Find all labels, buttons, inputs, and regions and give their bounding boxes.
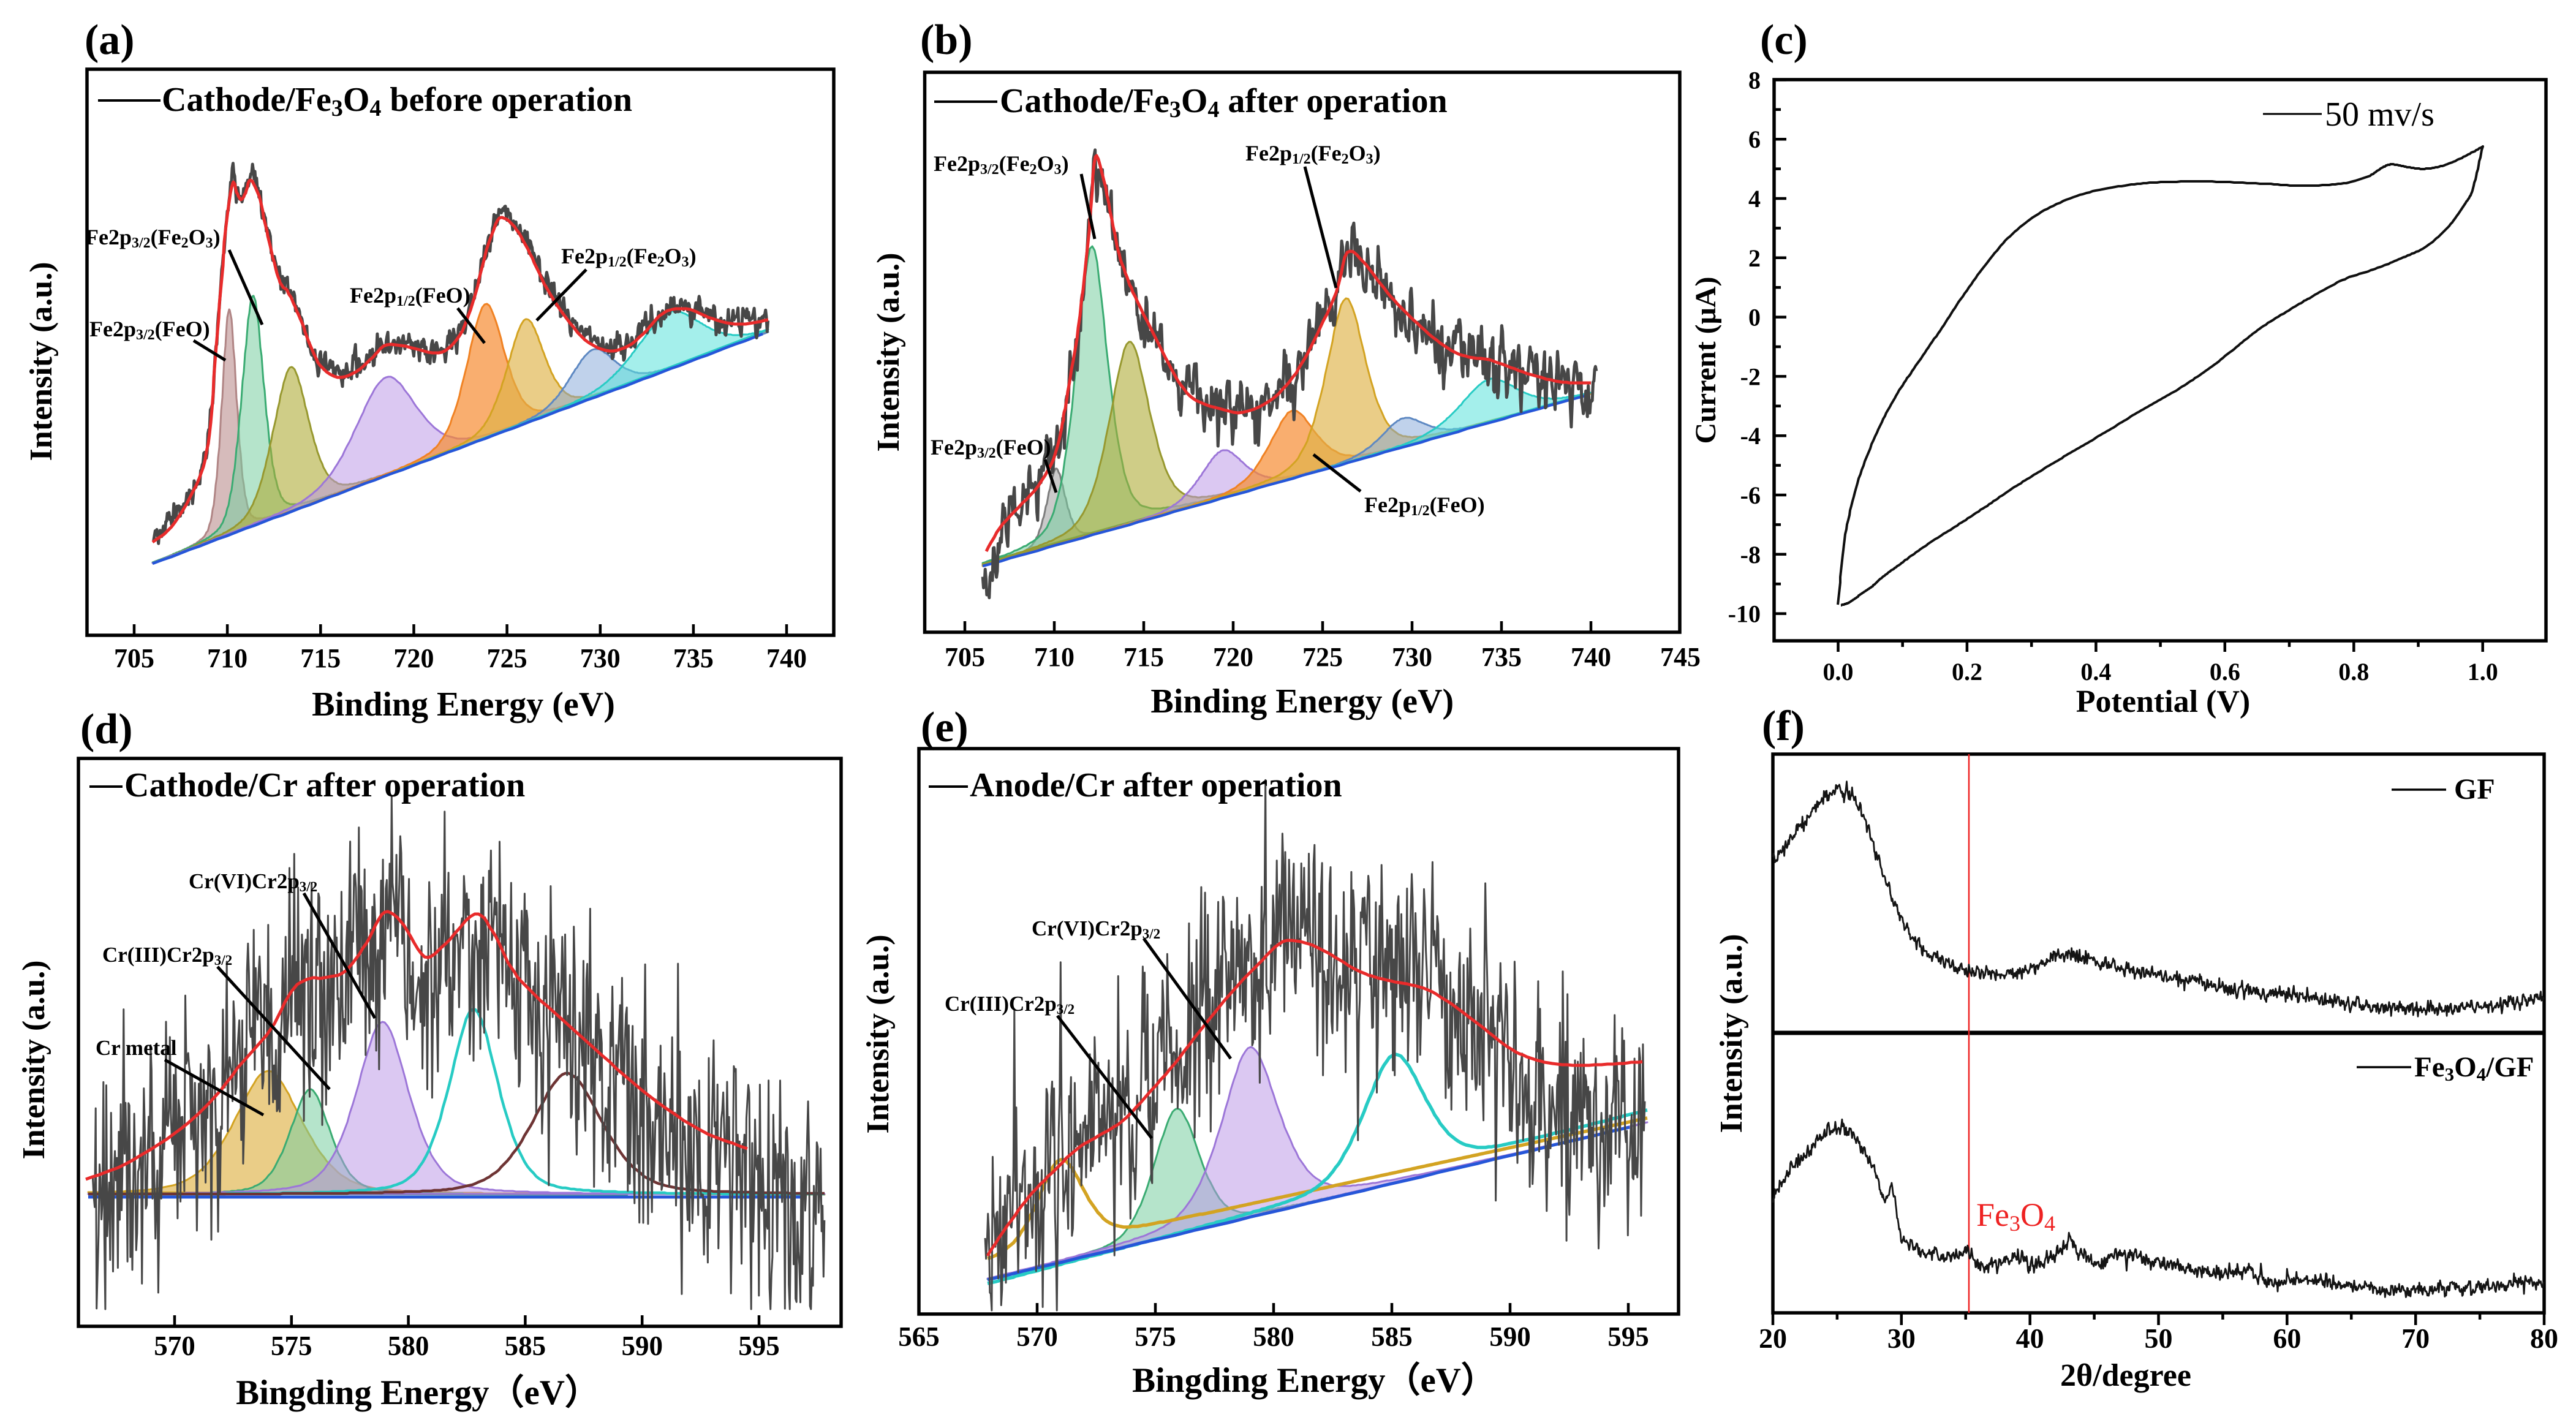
svg-text:Fe3​O4​/GF: Fe3​O4​/GF [2414,1051,2534,1085]
svg-text:0: 0 [1748,304,1761,331]
svg-text:(f): (f) [1762,703,1805,750]
svg-text:730: 730 [1392,642,1432,672]
svg-text:Cathode/Cr after operation: Cathode/Cr after operation [124,766,525,804]
svg-text:715: 715 [300,643,341,673]
svg-text:580: 580 [388,1331,429,1361]
svg-text:Fe2p3/2​(Fe2​O3​): Fe2p3/2​(Fe2​O3​) [85,225,221,251]
svg-text:710: 710 [207,643,247,673]
svg-text:6: 6 [1748,126,1761,153]
svg-text:(c): (c) [1760,17,1808,64]
svg-text:40: 40 [2016,1323,2044,1354]
svg-text:20: 20 [1759,1323,1787,1354]
svg-text:Fe2p1/2​(Fe2​O3​): Fe2p1/2​(Fe2​O3​) [1245,141,1381,167]
svg-text:735: 735 [1481,642,1522,672]
svg-text:Binding Energy (eV): Binding Energy (eV) [312,686,615,723]
svg-text:735: 735 [673,643,714,673]
svg-text:-6: -6 [1740,482,1761,509]
svg-text:60: 60 [2273,1323,2301,1354]
svg-text:(e): (e) [921,704,969,751]
svg-text:Intensity (a.u.): Intensity (a.u.) [1714,934,1749,1133]
svg-text:Fe2p3/2​(Fe2​O3​): Fe2p3/2​(Fe2​O3​) [934,151,1069,178]
svg-text:705: 705 [114,643,154,673]
svg-text:710: 710 [1034,642,1075,672]
svg-text:Intensity (a.u.): Intensity (a.u.) [24,262,59,461]
svg-text:585: 585 [505,1331,546,1361]
svg-text:Cr(VI)Cr2p3/2​: Cr(VI)Cr2p3/2​ [189,869,317,894]
svg-text:585: 585 [1371,1321,1413,1352]
svg-text:570: 570 [1016,1321,1058,1352]
svg-text:Cr metal: Cr metal [96,1036,177,1060]
svg-text:725: 725 [1302,642,1343,672]
svg-text:0.6: 0.6 [2210,658,2240,686]
svg-text:Binding Energy (eV): Binding Energy (eV) [1150,682,1454,720]
svg-text:0.4: 0.4 [2080,658,2111,686]
svg-text:565: 565 [898,1321,940,1352]
svg-text:-2: -2 [1740,363,1761,390]
svg-text:2θ/degree: 2θ/degree [2060,1358,2191,1393]
svg-text:50: 50 [2144,1323,2172,1354]
svg-text:Cathode/Fe3​O4​ before operati: Cathode/Fe3​O4​ before operation [162,81,632,121]
svg-text:715: 715 [1124,642,1164,672]
svg-text:Intensity (a.u.): Intensity (a.u.) [861,934,896,1133]
svg-text:Intensity (a.u.): Intensity (a.u.) [17,960,51,1159]
svg-text:(d): (d) [80,706,133,753]
svg-text:Cr(III)Cr2p3/2​: Cr(III)Cr2p3/2​ [102,943,232,968]
svg-text:0.8: 0.8 [2338,658,2369,686]
svg-text:Cr(VI)Cr2p3/2​: Cr(VI)Cr2p3/2​ [1032,916,1160,942]
svg-text:575: 575 [271,1331,312,1361]
svg-text:0.2: 0.2 [1952,658,1982,686]
svg-text:GF: GF [2454,773,2495,806]
svg-text:740: 740 [766,643,807,673]
svg-text:725: 725 [487,643,527,673]
svg-text:Bingding Energy（eV）: Bingding Energy（eV） [1132,1361,1496,1400]
svg-text:590: 590 [1489,1321,1531,1352]
svg-text:Anode/Cr after operation: Anode/Cr after operation [970,766,1342,804]
svg-text:Fe2p1/2​(Fe2​O3​): Fe2p1/2​(Fe2​O3​) [561,244,697,270]
svg-text:-8: -8 [1740,541,1761,569]
svg-text:595: 595 [738,1331,780,1361]
svg-text:-10: -10 [1728,600,1761,628]
svg-text:(b): (b) [920,17,973,64]
svg-text:580: 580 [1253,1321,1294,1352]
svg-text:745: 745 [1660,642,1701,672]
svg-text:730: 730 [580,643,621,673]
svg-text:(a): (a) [85,17,135,64]
svg-text:Potential (V): Potential (V) [2076,684,2250,719]
svg-text:2: 2 [1748,244,1761,272]
svg-text:70: 70 [2401,1323,2430,1354]
svg-text:Fe3​O4​: Fe3​O4​ [1976,1196,2055,1236]
svg-text:Bingding Energy（eV）: Bingding Energy（eV） [236,1373,600,1412]
svg-text:30: 30 [1887,1323,1916,1354]
svg-text:-4: -4 [1740,422,1761,450]
svg-text:575: 575 [1135,1321,1176,1352]
svg-text:0.0: 0.0 [1823,658,1854,686]
svg-text:8: 8 [1748,66,1761,94]
svg-text:720: 720 [1213,642,1253,672]
svg-text:4: 4 [1748,185,1761,213]
svg-text:50 mv/s: 50 mv/s [2325,96,2434,134]
svg-text:570: 570 [154,1331,195,1361]
svg-text:590: 590 [621,1331,663,1361]
svg-text:80: 80 [2530,1323,2558,1354]
svg-text:Current (μA): Current (μA) [1690,277,1722,444]
svg-text:Intensity (a.u.): Intensity (a.u.) [871,252,906,451]
svg-text:595: 595 [1607,1321,1649,1352]
svg-text:1.0: 1.0 [2468,658,2498,686]
svg-text:Cathode/Fe3​O4​ after operatio: Cathode/Fe3​O4​ after operation [1000,82,1448,123]
svg-text:705: 705 [945,642,985,672]
svg-text:740: 740 [1571,642,1611,672]
svg-text:Cr(III)Cr2p3/2​: Cr(III)Cr2p3/2​ [945,992,1075,1017]
svg-text:720: 720 [393,643,434,673]
